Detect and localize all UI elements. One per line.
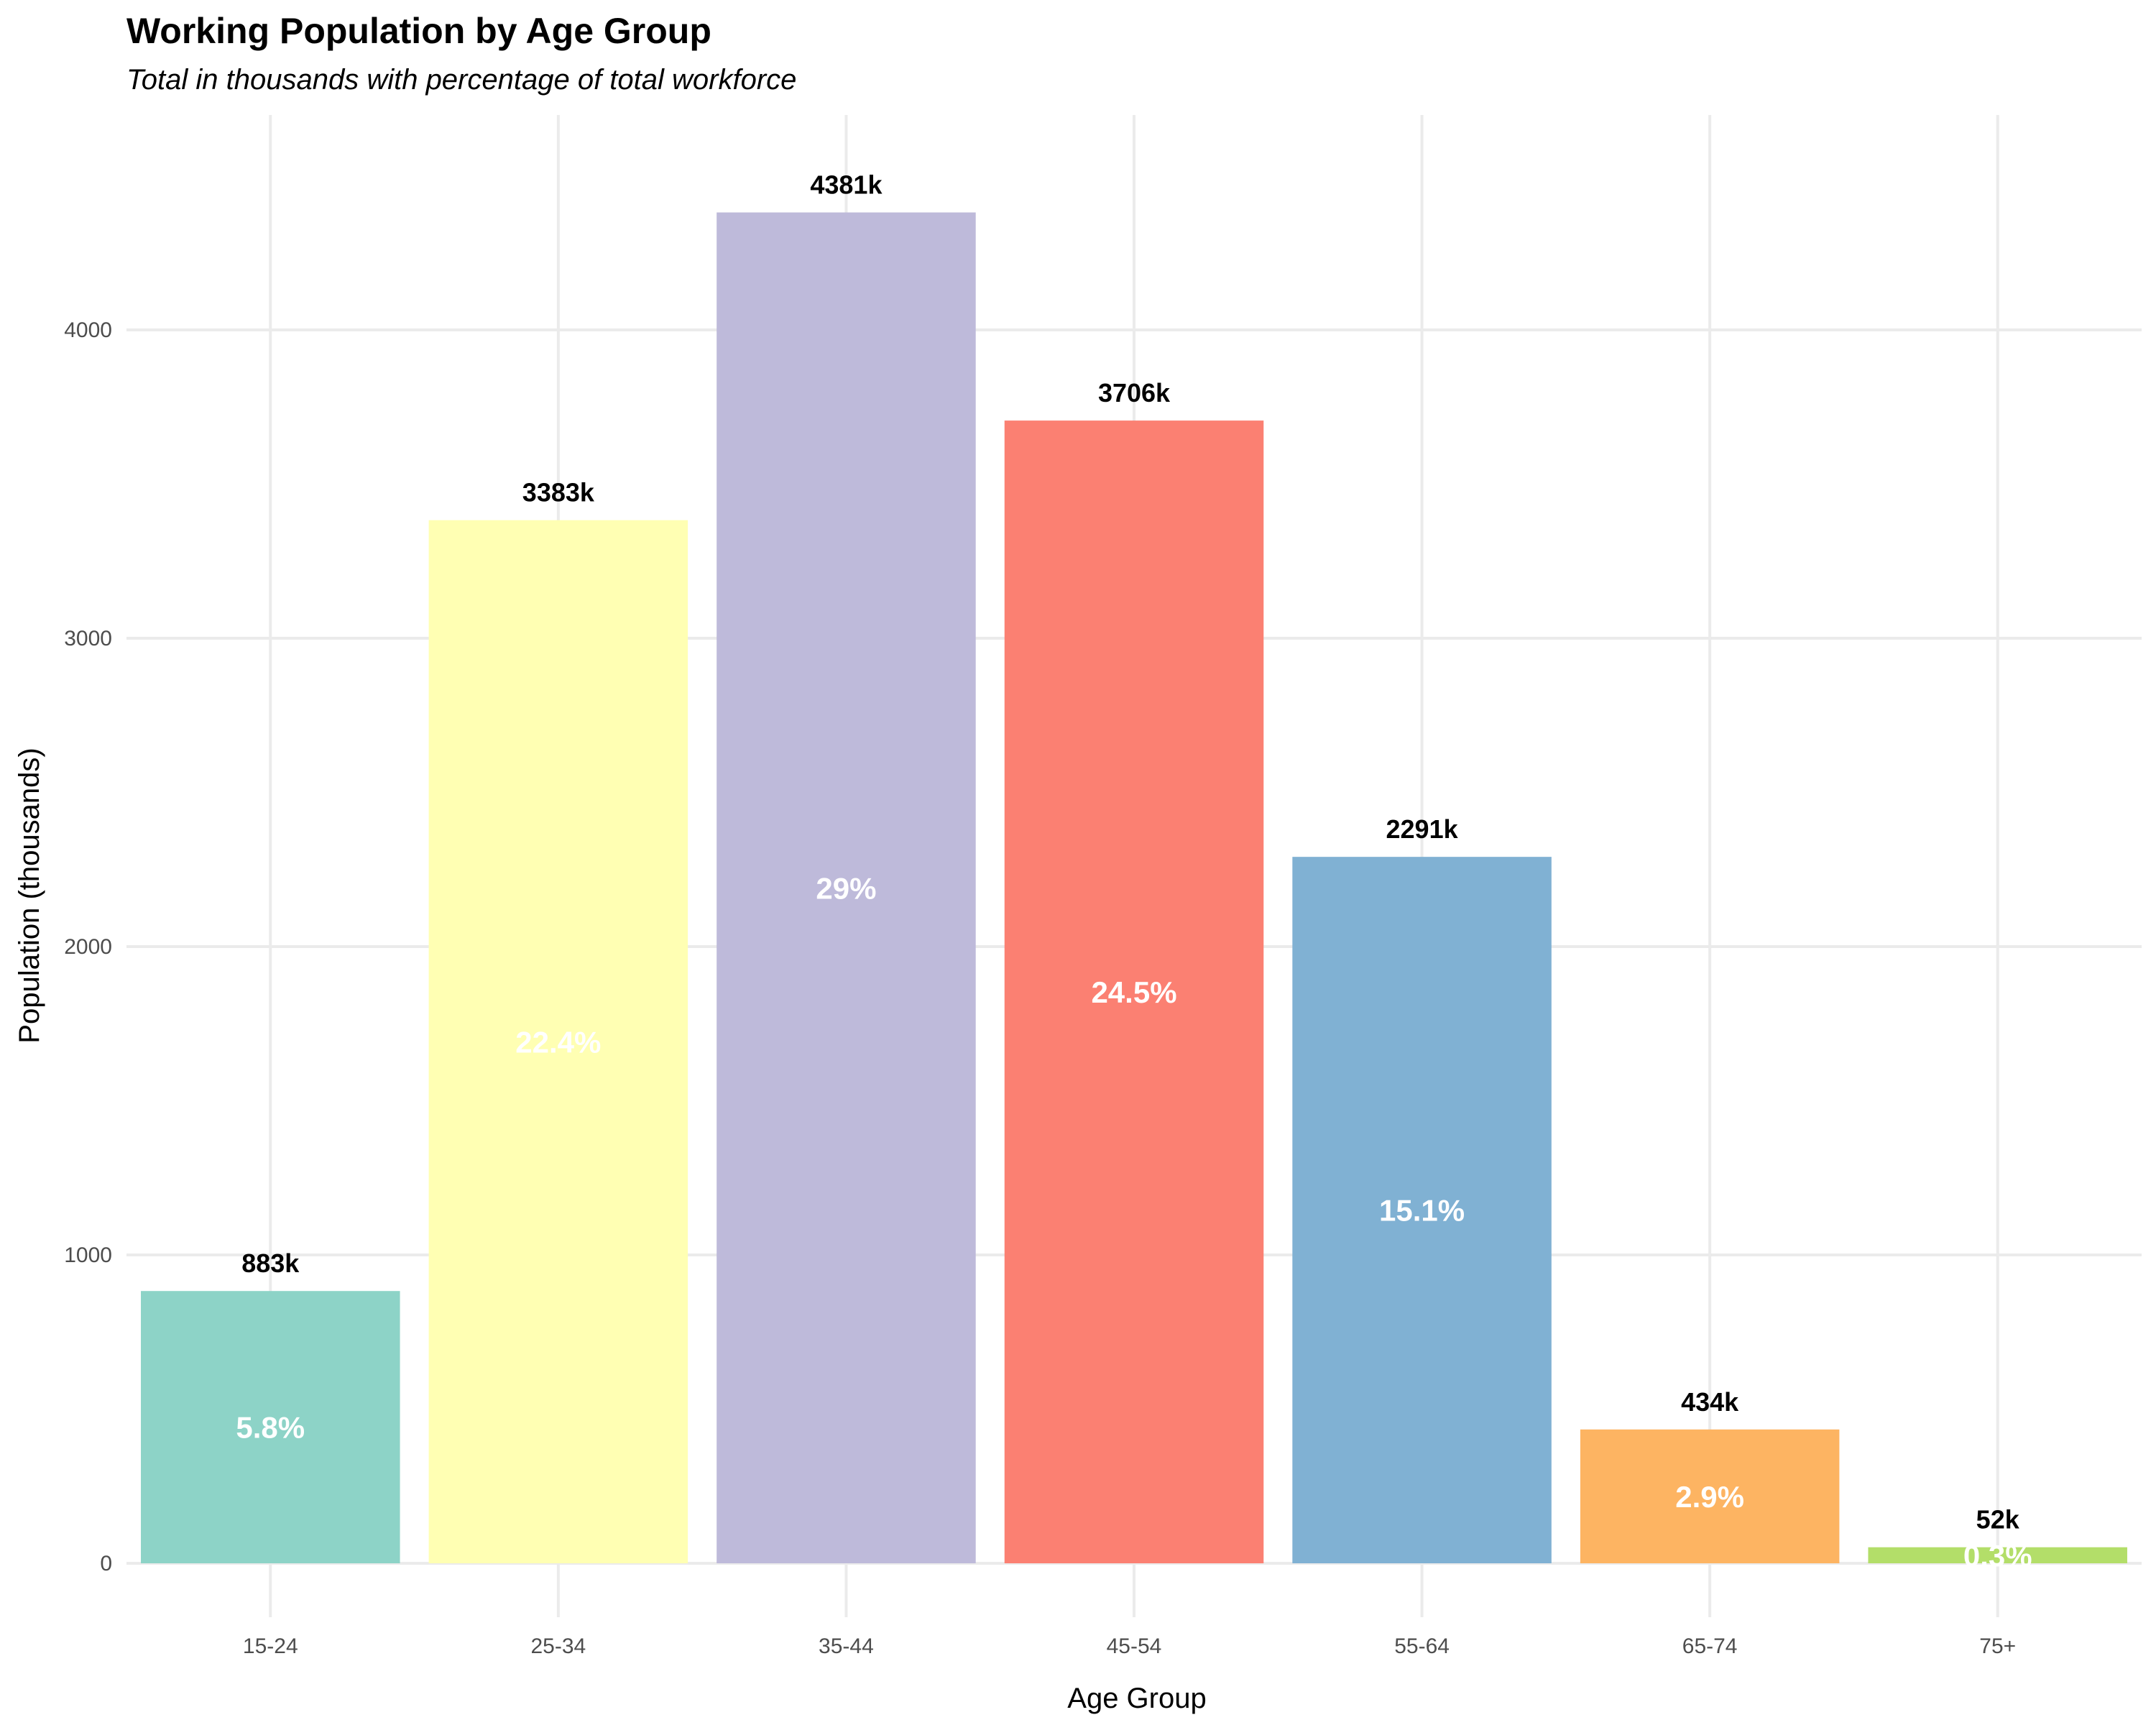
bar-percent-label: 0.3% — [1963, 1539, 2032, 1573]
y-tick-label: 1000 — [64, 1243, 112, 1267]
bar-percent-label: 22.4% — [515, 1025, 601, 1059]
bar-value-label: 2291k — [1386, 814, 1459, 844]
x-tick-label: 15-24 — [243, 1634, 298, 1658]
bar — [717, 212, 976, 1563]
bar — [1004, 420, 1264, 1563]
bar-percent-label: 5.8% — [236, 1411, 305, 1445]
bar — [1868, 1547, 2127, 1563]
data-labels: 883k 5.8% 3383k 22.4% 4381k 29% 3706k 24.5% 2291… — [236, 170, 2032, 1573]
bar-value-label: 3383k — [522, 478, 595, 507]
bar-percent-label: 24.5% — [1091, 975, 1176, 1009]
bar-value-label: 434k — [1681, 1387, 1739, 1417]
y-axis-title: Population (thousands) — [14, 748, 45, 1043]
y-tick-label: 0 — [100, 1552, 112, 1576]
x-axis-title: Age Group — [1067, 1683, 1206, 1714]
bar — [141, 1291, 400, 1563]
chart-subtitle: Total in thousands with percentage of to… — [126, 64, 796, 96]
bar-value-label: 883k — [241, 1248, 300, 1278]
y-tick-label: 2000 — [64, 935, 112, 959]
y-tick-label: 4000 — [64, 318, 112, 342]
x-axis-ticks: 15-24 25-34 35-44 45-54 55-64 65-74 75+ — [243, 1634, 2016, 1658]
y-tick-label: 3000 — [64, 627, 112, 650]
bar-percent-label: 15.1% — [1379, 1194, 1465, 1228]
x-tick-label: 45-54 — [1107, 1634, 1162, 1658]
x-tick-label: 35-44 — [819, 1634, 874, 1658]
x-tick-label: 75+ — [1979, 1634, 2016, 1658]
bar-value-label: 52k — [1976, 1505, 2020, 1535]
bars — [141, 212, 2127, 1563]
x-tick-label: 65-74 — [1682, 1634, 1738, 1658]
bar-percent-label: 2.9% — [1675, 1480, 1744, 1514]
bar-value-label: 4381k — [810, 170, 883, 200]
bar — [1292, 857, 1552, 1563]
y-axis-ticks: 0 1000 2000 3000 4000 — [64, 318, 112, 1576]
x-tick-label: 55-64 — [1394, 1634, 1450, 1658]
x-tick-label: 25-34 — [530, 1634, 586, 1658]
bar — [1580, 1429, 1840, 1563]
bar-percent-label: 29% — [816, 871, 876, 905]
bar — [428, 520, 688, 1563]
bar-value-label: 3706k — [1098, 378, 1171, 408]
chart-title: Working Population by Age Group — [126, 11, 711, 51]
